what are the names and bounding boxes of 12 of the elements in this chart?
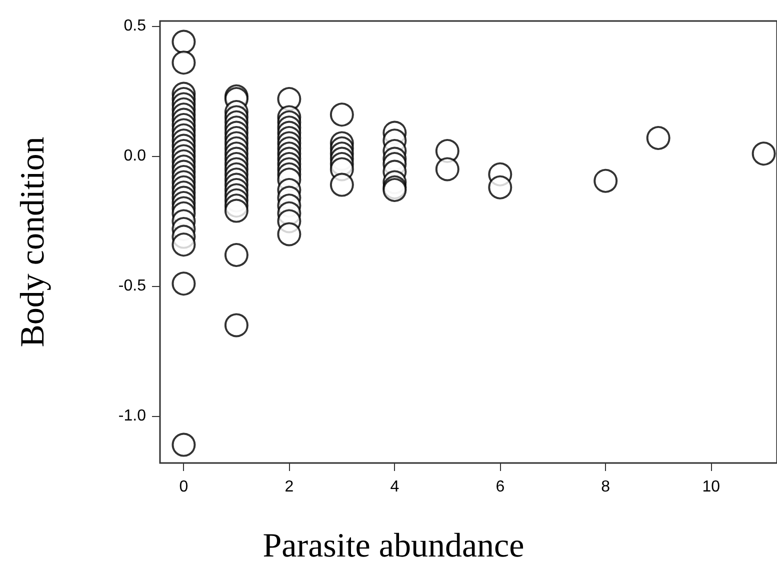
y-axis-title: Body condition (14, 136, 52, 348)
x-tick-label: 4 (390, 478, 400, 496)
x-tick-label: 0 (179, 478, 188, 496)
x-tick-label: 6 (496, 478, 505, 496)
x-axis-title: Parasite abundance (262, 528, 524, 564)
x-tick-label: 10 (702, 478, 720, 496)
x-tick-label: 2 (284, 478, 294, 496)
y-tick-label: -1.0 (118, 408, 146, 425)
x-tick-label: 8 (601, 478, 610, 496)
y-tick-label: 0.5 (124, 18, 146, 35)
y-tick-label: 0.0 (124, 148, 146, 165)
y-tick-label: -0.5 (118, 278, 146, 295)
